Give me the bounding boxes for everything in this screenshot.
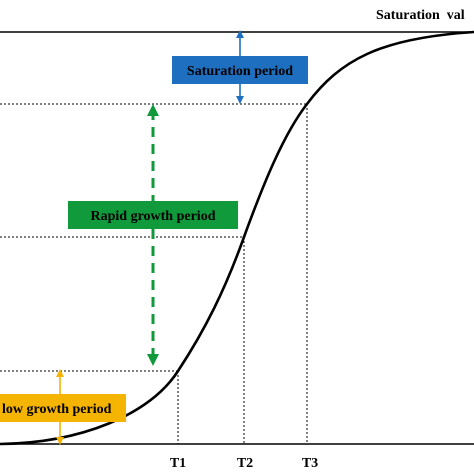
slow-growth-period-label: low growth period [2,402,112,417]
rapid-growth-period-box [68,201,238,229]
t2-label: T2 [237,456,253,471]
t1-label: T1 [170,456,186,471]
logistic-growth-curve [0,30,474,446]
saturation-period-label: Saturation period [187,64,293,79]
rapid-growth-period-label: Rapid growth period [91,209,216,224]
saturation-value-label: Saturation val [376,8,465,23]
saturation-period-box [172,56,308,84]
t3-label: T3 [302,456,318,471]
slow-growth-period-box [0,394,126,422]
